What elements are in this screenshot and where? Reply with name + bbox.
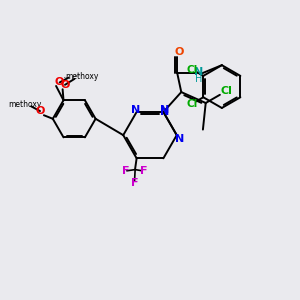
Text: methoxy: methoxy	[65, 72, 98, 81]
Text: N: N	[160, 107, 170, 117]
Text: methoxy: methoxy	[64, 76, 70, 78]
Text: N: N	[194, 67, 203, 77]
Text: O: O	[35, 106, 45, 116]
Text: O: O	[174, 47, 183, 57]
Text: methoxy: methoxy	[8, 100, 42, 109]
Text: methoxy: methoxy	[72, 76, 79, 77]
Text: Cl: Cl	[187, 98, 198, 109]
Text: F: F	[131, 178, 138, 188]
Text: methoxy: methoxy	[74, 74, 81, 76]
Text: N: N	[131, 105, 140, 115]
Text: F: F	[122, 166, 129, 176]
Text: Cl: Cl	[221, 86, 233, 96]
Text: H: H	[195, 74, 202, 83]
Text: N: N	[175, 134, 184, 144]
Text: N: N	[160, 105, 169, 115]
Text: O: O	[60, 80, 70, 90]
Text: Cl: Cl	[187, 64, 198, 75]
Text: O: O	[55, 77, 64, 87]
Text: F: F	[140, 166, 147, 176]
